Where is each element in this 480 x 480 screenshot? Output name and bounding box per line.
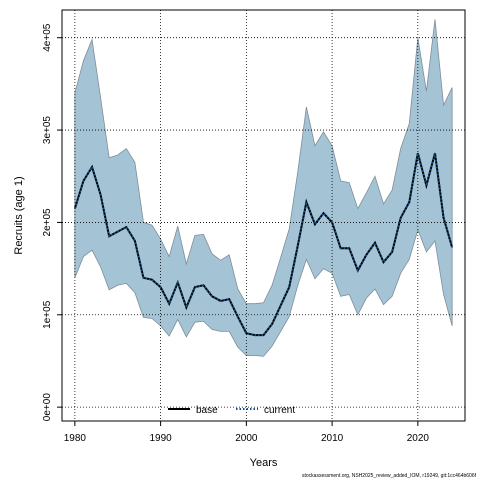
x-tick-label-4: 2020 [407, 433, 430, 444]
x-axis-title: Years [250, 457, 278, 469]
y-axis: 0e+00 1e+05 2e+05 3e+05 4e+05 [42, 23, 62, 421]
y-tick-label-3: 3e+05 [42, 116, 53, 145]
y-axis-title: Recruits (age 1) [13, 176, 25, 254]
y-tick-label-2: 2e+05 [42, 208, 53, 237]
x-tick-label-3: 2010 [321, 433, 344, 444]
y-tick-label-1: 1e+05 [42, 300, 53, 329]
x-tick-label-1: 1990 [149, 433, 172, 444]
confidence-band [74, 19, 453, 357]
footnote: stockassessment.org, NSH2025_review_adde… [302, 473, 477, 479]
grid-layer [62, 10, 465, 421]
legend: base current [168, 405, 295, 416]
legend-label-base: base [196, 405, 218, 416]
x-tick-label-0: 1980 [64, 433, 87, 444]
x-axis: 1980 1990 2000 2010 2020 [64, 421, 430, 444]
series-line-layer [73, 152, 454, 337]
y-tick-label-4: 4e+05 [42, 23, 53, 52]
y-tick-label-0: 0e+00 [42, 393, 53, 422]
x-tick-label-2: 2000 [235, 433, 258, 444]
legend-label-current: current [264, 405, 295, 416]
confidence-band-layer [74, 19, 453, 357]
plot-frame [61, 9, 466, 422]
series-line-current [73, 152, 454, 337]
